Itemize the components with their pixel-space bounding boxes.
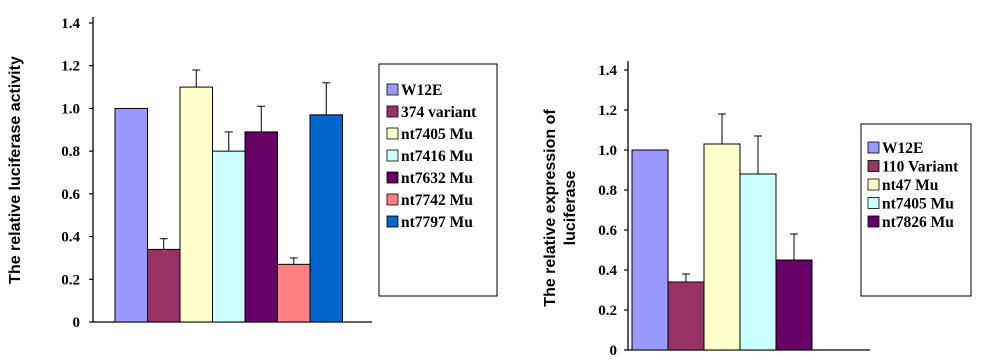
bar: [147, 248, 181, 323]
y-tick-label: 1.2: [598, 103, 617, 119]
y-axis-label: The relative expression of luciferase: [542, 109, 579, 307]
bar: [631, 149, 669, 351]
y-tick-label: 0.4: [598, 263, 617, 279]
bar: [775, 259, 813, 351]
legend-label: nt7405 Mu: [401, 126, 473, 143]
legend-swatch: [386, 83, 399, 96]
legend-swatch: [867, 178, 880, 191]
chart-luciferase-activity: 0 0.2 0.4 0.6 0.8 1.0 1.2 1.4 The relative lucif…: [7, 16, 498, 331]
bar: [309, 114, 343, 323]
bar: [667, 281, 705, 351]
legend-label: nt7826 Mu: [882, 214, 954, 231]
y-tick-label: 0.2: [598, 303, 617, 319]
bar: [212, 150, 246, 323]
y-tick-label: 1.4: [598, 63, 617, 79]
chart-luciferase-expression: 0 0.2 0.4 0.6 0.8 1.0 1.2 1.4 The relative expre…: [542, 61, 972, 359]
y-tick-label: 1.4: [61, 16, 80, 32]
y-tick-label: 0: [73, 315, 81, 331]
y-tick-label: 0.2: [61, 272, 80, 288]
y-axis-label-line: The relative expression of: [542, 109, 559, 307]
legend-swatch: [386, 171, 399, 184]
y-tick-label: 0.8: [598, 183, 617, 199]
legend-label: nt7742 Mu: [401, 192, 473, 209]
y-tick-label: 1.0: [598, 143, 617, 159]
y-tick-label: 0.8: [61, 144, 80, 160]
legend-swatch: [867, 197, 880, 209]
legend-box: [378, 63, 498, 297]
bar: [703, 143, 741, 351]
legend-label: W12E: [882, 140, 923, 157]
y-tick-label: 0.6: [598, 223, 617, 239]
y-tick-label: 1.0: [61, 101, 80, 117]
legend-label: nt7416 Mu: [401, 148, 473, 165]
bar: [739, 173, 777, 351]
legend-label: 110 Variant: [882, 159, 959, 176]
bar: [277, 263, 311, 323]
y-tick-label: 1.2: [61, 59, 80, 75]
bar: [114, 107, 148, 323]
legend-label: nt47 Mu: [882, 177, 939, 194]
legend-label: 374 variant: [401, 104, 477, 121]
legend-swatch: [386, 149, 399, 162]
legend-label: nt7405 Mu: [882, 196, 954, 213]
legend-swatch: [386, 193, 399, 206]
legend-label: W12E: [401, 82, 442, 99]
y-axis-label-line: luciferase: [562, 171, 579, 246]
legend-swatch: [386, 127, 399, 140]
y-tick-label: 0.4: [61, 230, 80, 246]
bar: [244, 131, 278, 323]
bar: [179, 86, 213, 323]
y-tick-label: 0.6: [61, 187, 80, 203]
y-tick-label: 0: [610, 343, 618, 359]
legend-swatch: [867, 141, 880, 154]
y-axis-label: The relative luciferase activity: [7, 56, 24, 284]
legend-label: nt7632 Mu: [401, 170, 473, 187]
legend-label: nt7797 Mu: [401, 214, 473, 231]
legend-swatch: [386, 105, 399, 118]
legend-swatch: [867, 160, 880, 172]
legend-swatch: [386, 215, 399, 228]
legend-swatch: [867, 215, 880, 228]
